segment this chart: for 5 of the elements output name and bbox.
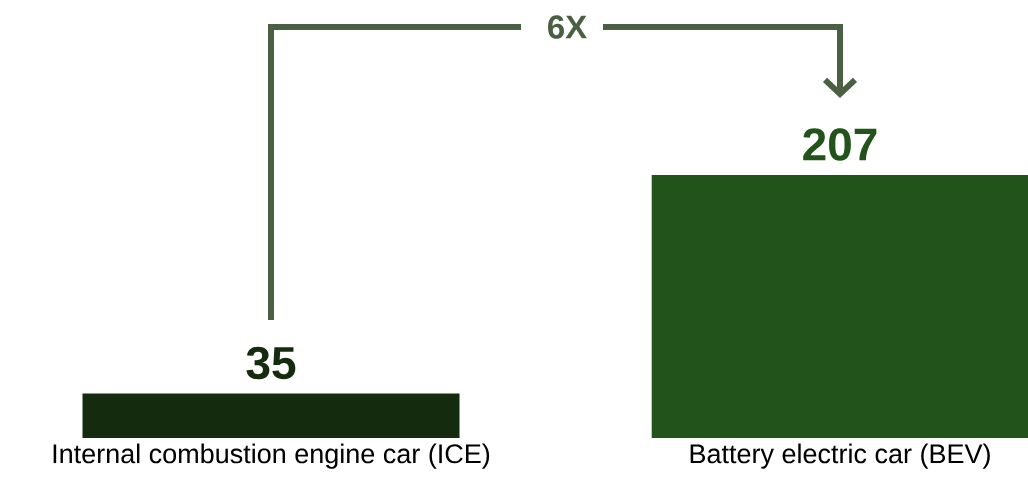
data-label: 35: [246, 346, 296, 380]
text: 6X: [548, 15, 587, 39]
data-label: 207: [803, 128, 877, 161]
x-tick-label: Internal combustion engine car (ICE): [53, 443, 490, 469]
x-tick-label: Battery electric car (BEV): [690, 443, 990, 469]
